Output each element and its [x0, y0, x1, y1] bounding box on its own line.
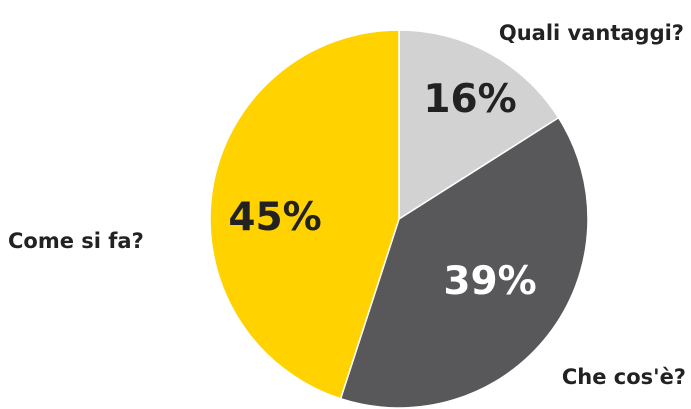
pie-slice-che-cos-e [339, 116, 589, 409]
category-labels: Quali vantaggi? Che cos'è? Come si fa? [8, 21, 686, 389]
slice-value-label-che-cos-e: 39% [443, 259, 536, 304]
slice-category-label-che-cos-e: Che cos'è? [562, 365, 686, 389]
percentage-labels: 16% 39% 45% [228, 77, 536, 304]
pie-slice-quali-vantaggi [398, 29, 560, 221]
slice-category-label-quali-vantaggi: Quali vantaggi? [499, 21, 684, 45]
pie-slice-come-si-fa [209, 29, 400, 400]
slice-category-label-come-si-fa: Come si fa? [8, 229, 144, 253]
pie-slices [209, 29, 589, 409]
slice-value-label-come-si-fa: 45% [228, 195, 321, 240]
slice-value-label-quali-vantaggi: 16% [423, 77, 516, 122]
